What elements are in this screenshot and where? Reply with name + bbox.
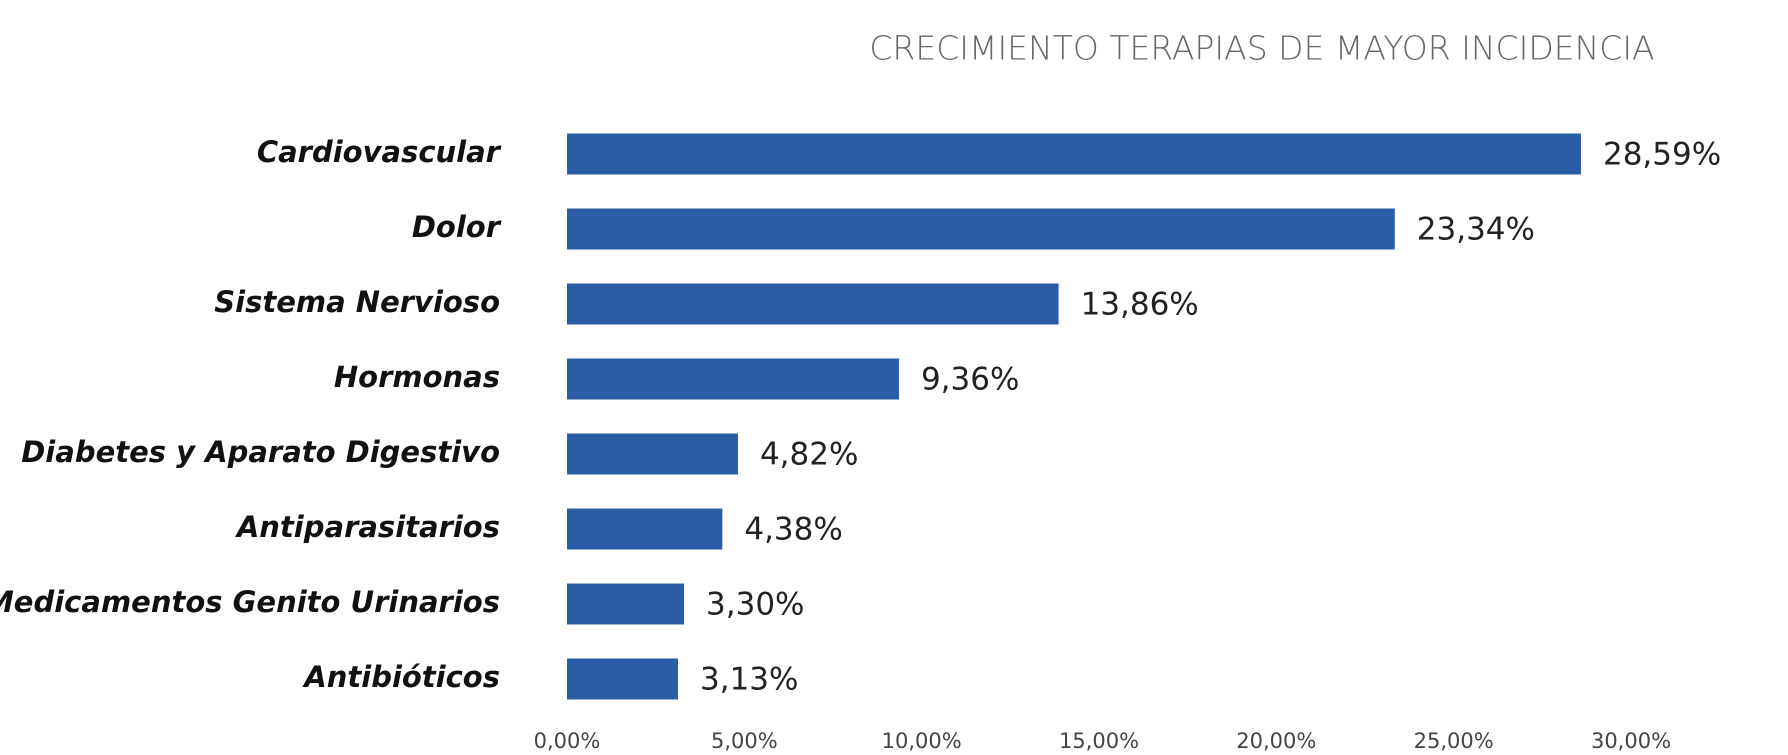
x-tick-label: 5,00% xyxy=(711,729,778,753)
bar xyxy=(567,283,1059,325)
x-tick-label: 25,00% xyxy=(1414,729,1494,753)
x-tick-label: 15,00% xyxy=(1059,729,1139,753)
bar xyxy=(567,208,1395,250)
value-label: 23,34% xyxy=(1417,212,1535,248)
x-tick-label: 30,00% xyxy=(1591,729,1671,753)
x-tick-label: 0,00% xyxy=(534,729,601,753)
y-tick-label: Cardiovascular xyxy=(257,135,502,169)
y-tick-label: Hormonas xyxy=(334,360,500,394)
bar xyxy=(567,658,679,700)
value-label: 28,59% xyxy=(1603,137,1721,173)
y-tick-label: Antiparasitarios xyxy=(235,510,500,544)
bar xyxy=(567,358,899,400)
bar xyxy=(567,433,738,475)
value-label: 3,30% xyxy=(706,587,804,623)
value-label: 13,86% xyxy=(1081,287,1199,323)
x-tick-label: 20,00% xyxy=(1236,729,1316,753)
value-label: 4,38% xyxy=(744,512,842,548)
y-tick-label: Diabetes y Aparato Digestivo xyxy=(21,435,500,469)
value-label: 4,82% xyxy=(760,437,858,473)
y-tick-label: Antibióticos xyxy=(302,660,500,694)
y-tick-label: Medicamentos Genito Urinarios xyxy=(0,585,500,619)
y-tick-label: Dolor xyxy=(412,210,502,244)
value-label: 3,13% xyxy=(700,662,798,698)
y-tick-label: Sistema Nervioso xyxy=(214,285,500,319)
bar xyxy=(567,133,1581,175)
bar xyxy=(567,583,685,625)
value-label: 9,36% xyxy=(921,362,1019,398)
x-tick-label: 10,00% xyxy=(882,729,962,753)
chart-title: CRECIMIENTO TERAPIAS DE MAYOR INCIDENCIA xyxy=(869,29,1654,68)
bar xyxy=(567,508,723,550)
